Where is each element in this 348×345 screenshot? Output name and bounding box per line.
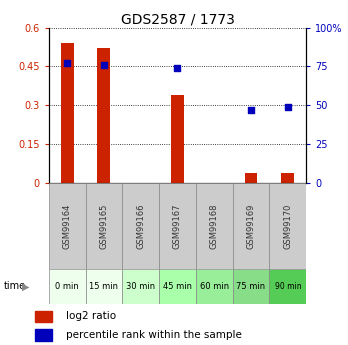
Text: time: time: [3, 282, 26, 291]
Bar: [233, 183, 269, 269]
Text: 45 min: 45 min: [163, 282, 192, 291]
Bar: [159, 183, 196, 269]
Bar: [196, 183, 233, 269]
Point: [175, 65, 180, 71]
Text: 30 min: 30 min: [126, 282, 155, 291]
Bar: [196, 269, 233, 304]
Bar: [35, 310, 52, 322]
Text: GSM99165: GSM99165: [100, 203, 109, 249]
Text: 75 min: 75 min: [237, 282, 266, 291]
Text: ▶: ▶: [22, 282, 30, 291]
Bar: [269, 183, 306, 269]
Text: GSM99164: GSM99164: [63, 203, 72, 249]
Bar: [282, 172, 294, 183]
Bar: [35, 329, 52, 341]
Point: [248, 107, 254, 112]
Text: GSM99169: GSM99169: [246, 203, 255, 249]
Bar: [171, 95, 184, 183]
Text: GSM99167: GSM99167: [173, 203, 182, 249]
Text: 15 min: 15 min: [89, 282, 118, 291]
Text: percentile rank within the sample: percentile rank within the sample: [66, 330, 242, 340]
Bar: [61, 43, 73, 183]
Bar: [269, 269, 306, 304]
Bar: [86, 183, 122, 269]
Bar: [159, 269, 196, 304]
Point: [64, 61, 70, 66]
Bar: [233, 269, 269, 304]
Text: log2 ratio: log2 ratio: [66, 312, 116, 322]
Text: GSM99166: GSM99166: [136, 203, 145, 249]
Bar: [86, 269, 122, 304]
Bar: [49, 269, 86, 304]
Bar: [245, 172, 258, 183]
Bar: [122, 183, 159, 269]
Text: 0 min: 0 min: [55, 282, 79, 291]
Bar: [122, 269, 159, 304]
Bar: [97, 48, 110, 183]
Point: [101, 62, 107, 68]
Text: GSM99168: GSM99168: [210, 203, 219, 249]
Bar: [49, 183, 86, 269]
Text: GSM99170: GSM99170: [283, 203, 292, 249]
Text: 90 min: 90 min: [275, 282, 301, 291]
Point: [285, 104, 291, 109]
Text: GDS2587 / 1773: GDS2587 / 1773: [120, 12, 235, 26]
Text: 60 min: 60 min: [200, 282, 229, 291]
